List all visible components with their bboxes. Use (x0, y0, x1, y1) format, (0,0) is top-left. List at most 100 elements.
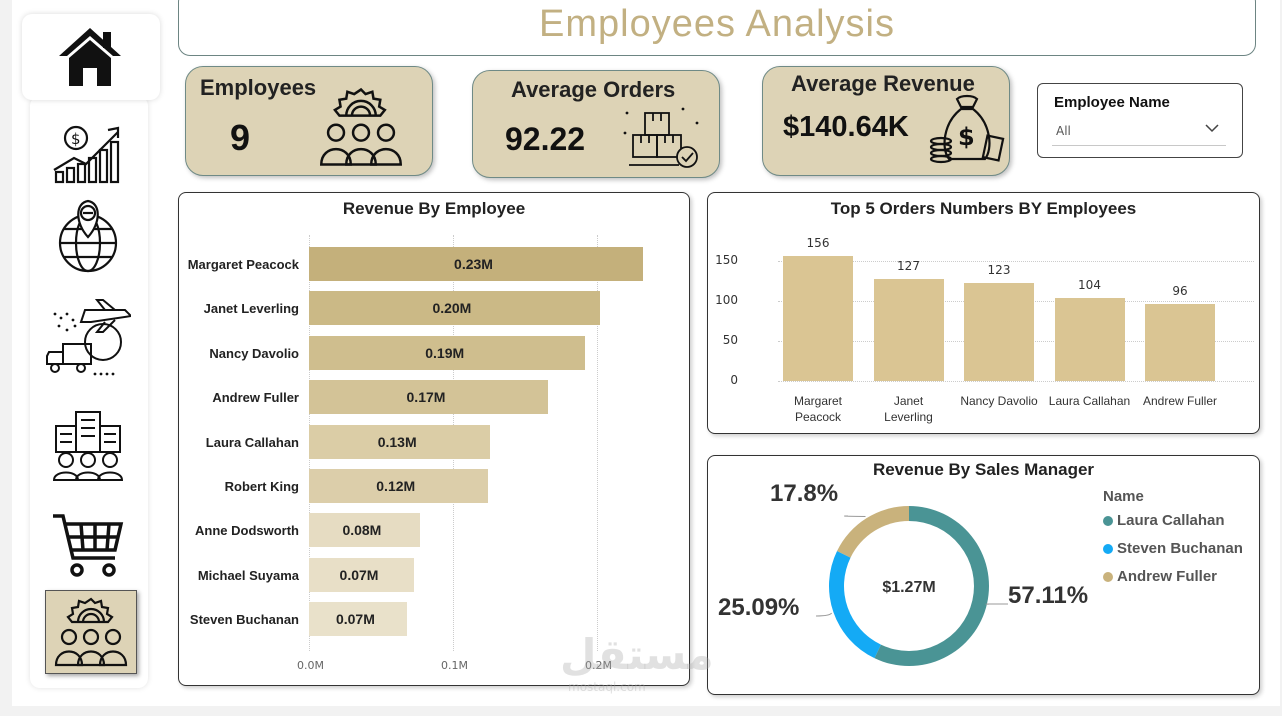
legend-label: Steven Buchanan (1117, 540, 1243, 557)
category-label-line: Andrew Fuller (1142, 394, 1218, 408)
nav-revenue[interactable]: $ (44, 112, 132, 194)
legend-title: Name (1103, 488, 1144, 505)
y-tick-label: 0 (730, 373, 738, 387)
home-icon (59, 28, 121, 86)
employee-label: Michael Suyama (197, 567, 299, 583)
revenue-by-sales-manager-title: Revenue By Sales Manager (872, 460, 1095, 479)
kpi-avg-revenue-label: Average Revenue (791, 71, 975, 96)
kpi-avg-revenue-card: Average Revenue $140.64K $ (762, 66, 1010, 176)
title-banner: Employees Analysis (178, 0, 1256, 56)
nav-shipping[interactable] (44, 296, 132, 378)
orders-category-label: Margaret Peacock (773, 393, 863, 425)
nav-geography[interactable] (44, 196, 132, 278)
revenue-bar (309, 247, 644, 281)
shipping-icon (46, 299, 131, 376)
revenue-bar (309, 291, 600, 326)
employee-label: Andrew Fuller (212, 390, 299, 406)
page-title: Employees Analysis (539, 3, 895, 45)
revenue-bar-value: 0.17M (406, 389, 446, 406)
orders-bar (783, 256, 853, 381)
revenue-bar-value: 0.20M (432, 300, 472, 317)
kpi-avg-orders-card: Average Orders 92.22 (472, 70, 720, 178)
watermark-url: mostaql.com (568, 680, 646, 694)
category-label-line: Peacock (794, 410, 842, 424)
x-tick-label: 0.1M (441, 659, 468, 672)
revenue-bar (309, 335, 586, 370)
category-label-line: Laura Callahan (1048, 394, 1131, 408)
kpi-employees-label: Employees (200, 75, 317, 100)
orders-bar (1054, 297, 1125, 381)
revenue-bar-value: 0.23M (454, 256, 493, 272)
svg-text:$: $ (71, 130, 81, 148)
legend-dot (1103, 543, 1113, 554)
revenue-bar (309, 380, 549, 415)
employee-label: Janet Leverling (203, 301, 299, 317)
orders-bar-value: 104 (1078, 277, 1101, 292)
revenue-bar (309, 602, 407, 637)
employee-name-slicer: Employee Name All (1037, 83, 1243, 158)
x-tick-label: 0.2M (585, 659, 612, 672)
legend-item: Andrew Fuller (1103, 568, 1217, 585)
revenue-bar (309, 424, 491, 459)
employee-name-dropdown[interactable]: All (1052, 118, 1226, 146)
employees-team-icon (320, 87, 402, 166)
revenue-bar-value: 0.12M (376, 478, 416, 494)
y-gridline (778, 381, 1254, 382)
employee-label: Anne Dodsworth (195, 523, 299, 539)
employee-label: Nancy Davolio (209, 345, 299, 361)
donut-slice (829, 551, 881, 659)
shopping-cart-icon (53, 514, 124, 577)
employee-label: Steven Buchanan (189, 612, 299, 628)
orders-category-label: Janet Leverling (864, 393, 954, 425)
category-label-line: Janet (893, 394, 924, 408)
employees-team-icon (54, 597, 128, 667)
category-label-line: Margaret (793, 394, 843, 408)
employee-label: Margaret Peacock (187, 257, 299, 272)
sidebar (30, 96, 148, 688)
orders-category-label: Andrew Fuller (1135, 393, 1225, 409)
donut-slice (837, 506, 909, 558)
svg-text:$: $ (958, 123, 975, 151)
kpi-employees-value: 9 (230, 117, 251, 158)
global-location-icon (58, 199, 118, 273)
kpi-employees-card: Employees 9 (185, 66, 433, 176)
donut-center-label: $1.27M (882, 579, 935, 596)
company-people-icon (52, 411, 124, 481)
money-bag-icon: $ (929, 94, 1005, 164)
kpi-avg-orders-label: Average Orders (511, 77, 676, 102)
donut-slice-percent: 25.09% (718, 594, 800, 621)
revenue-bar-value: 0.07M (335, 611, 375, 628)
x-tick-label: 0.0M (297, 659, 324, 672)
revenue-by-employee-title: Revenue By Employee (342, 199, 526, 218)
slicer-title: Employee Name (1054, 94, 1170, 111)
kpi-avg-revenue-value: $140.64K (783, 111, 909, 143)
orders-bar-value: 156 (806, 236, 830, 251)
orders-category-label: Nancy Davolio (954, 393, 1044, 409)
nav-employees[interactable] (45, 590, 137, 674)
legend-label: Laura Callahan (1117, 512, 1225, 529)
orders-bar (873, 279, 944, 381)
x-gridline (597, 235, 598, 651)
legend-label: Andrew Fuller (1117, 568, 1218, 585)
revenue-growth-icon: $ (53, 125, 120, 184)
nav-company[interactable] (44, 404, 132, 486)
watermark-logo: مستقل (560, 630, 714, 679)
top5-orders-panel: Top 5 Orders Numbers BY Employees 0 50 100… (707, 192, 1260, 434)
revenue-bar (309, 557, 415, 592)
orders-bar-value: 96 (1172, 284, 1188, 299)
revenue-bar (309, 513, 420, 548)
category-label-line: Nancy Davolio (960, 394, 1038, 408)
y-gridline (778, 261, 1254, 262)
top5-orders-title: Top 5 Orders Numbers BY Employees (830, 199, 1137, 218)
employee-label: Laura Callahan (205, 434, 299, 450)
y-tick-label: 50 (722, 333, 738, 347)
orders-bar-value: 123 (987, 262, 1011, 277)
revenue-bar (309, 469, 488, 503)
donut-slice (874, 506, 989, 666)
slicer-selected-value: All (1056, 124, 1071, 138)
revenue-bar-value: 0.08M (342, 522, 382, 539)
legend-item: Steven Buchanan (1103, 540, 1243, 557)
nav-orders[interactable] (44, 504, 132, 586)
home-tab[interactable] (22, 14, 160, 100)
revenue-by-employee-panel: Revenue By Employee 0.0M 0.1M 0.2M Margaret… (178, 192, 690, 686)
